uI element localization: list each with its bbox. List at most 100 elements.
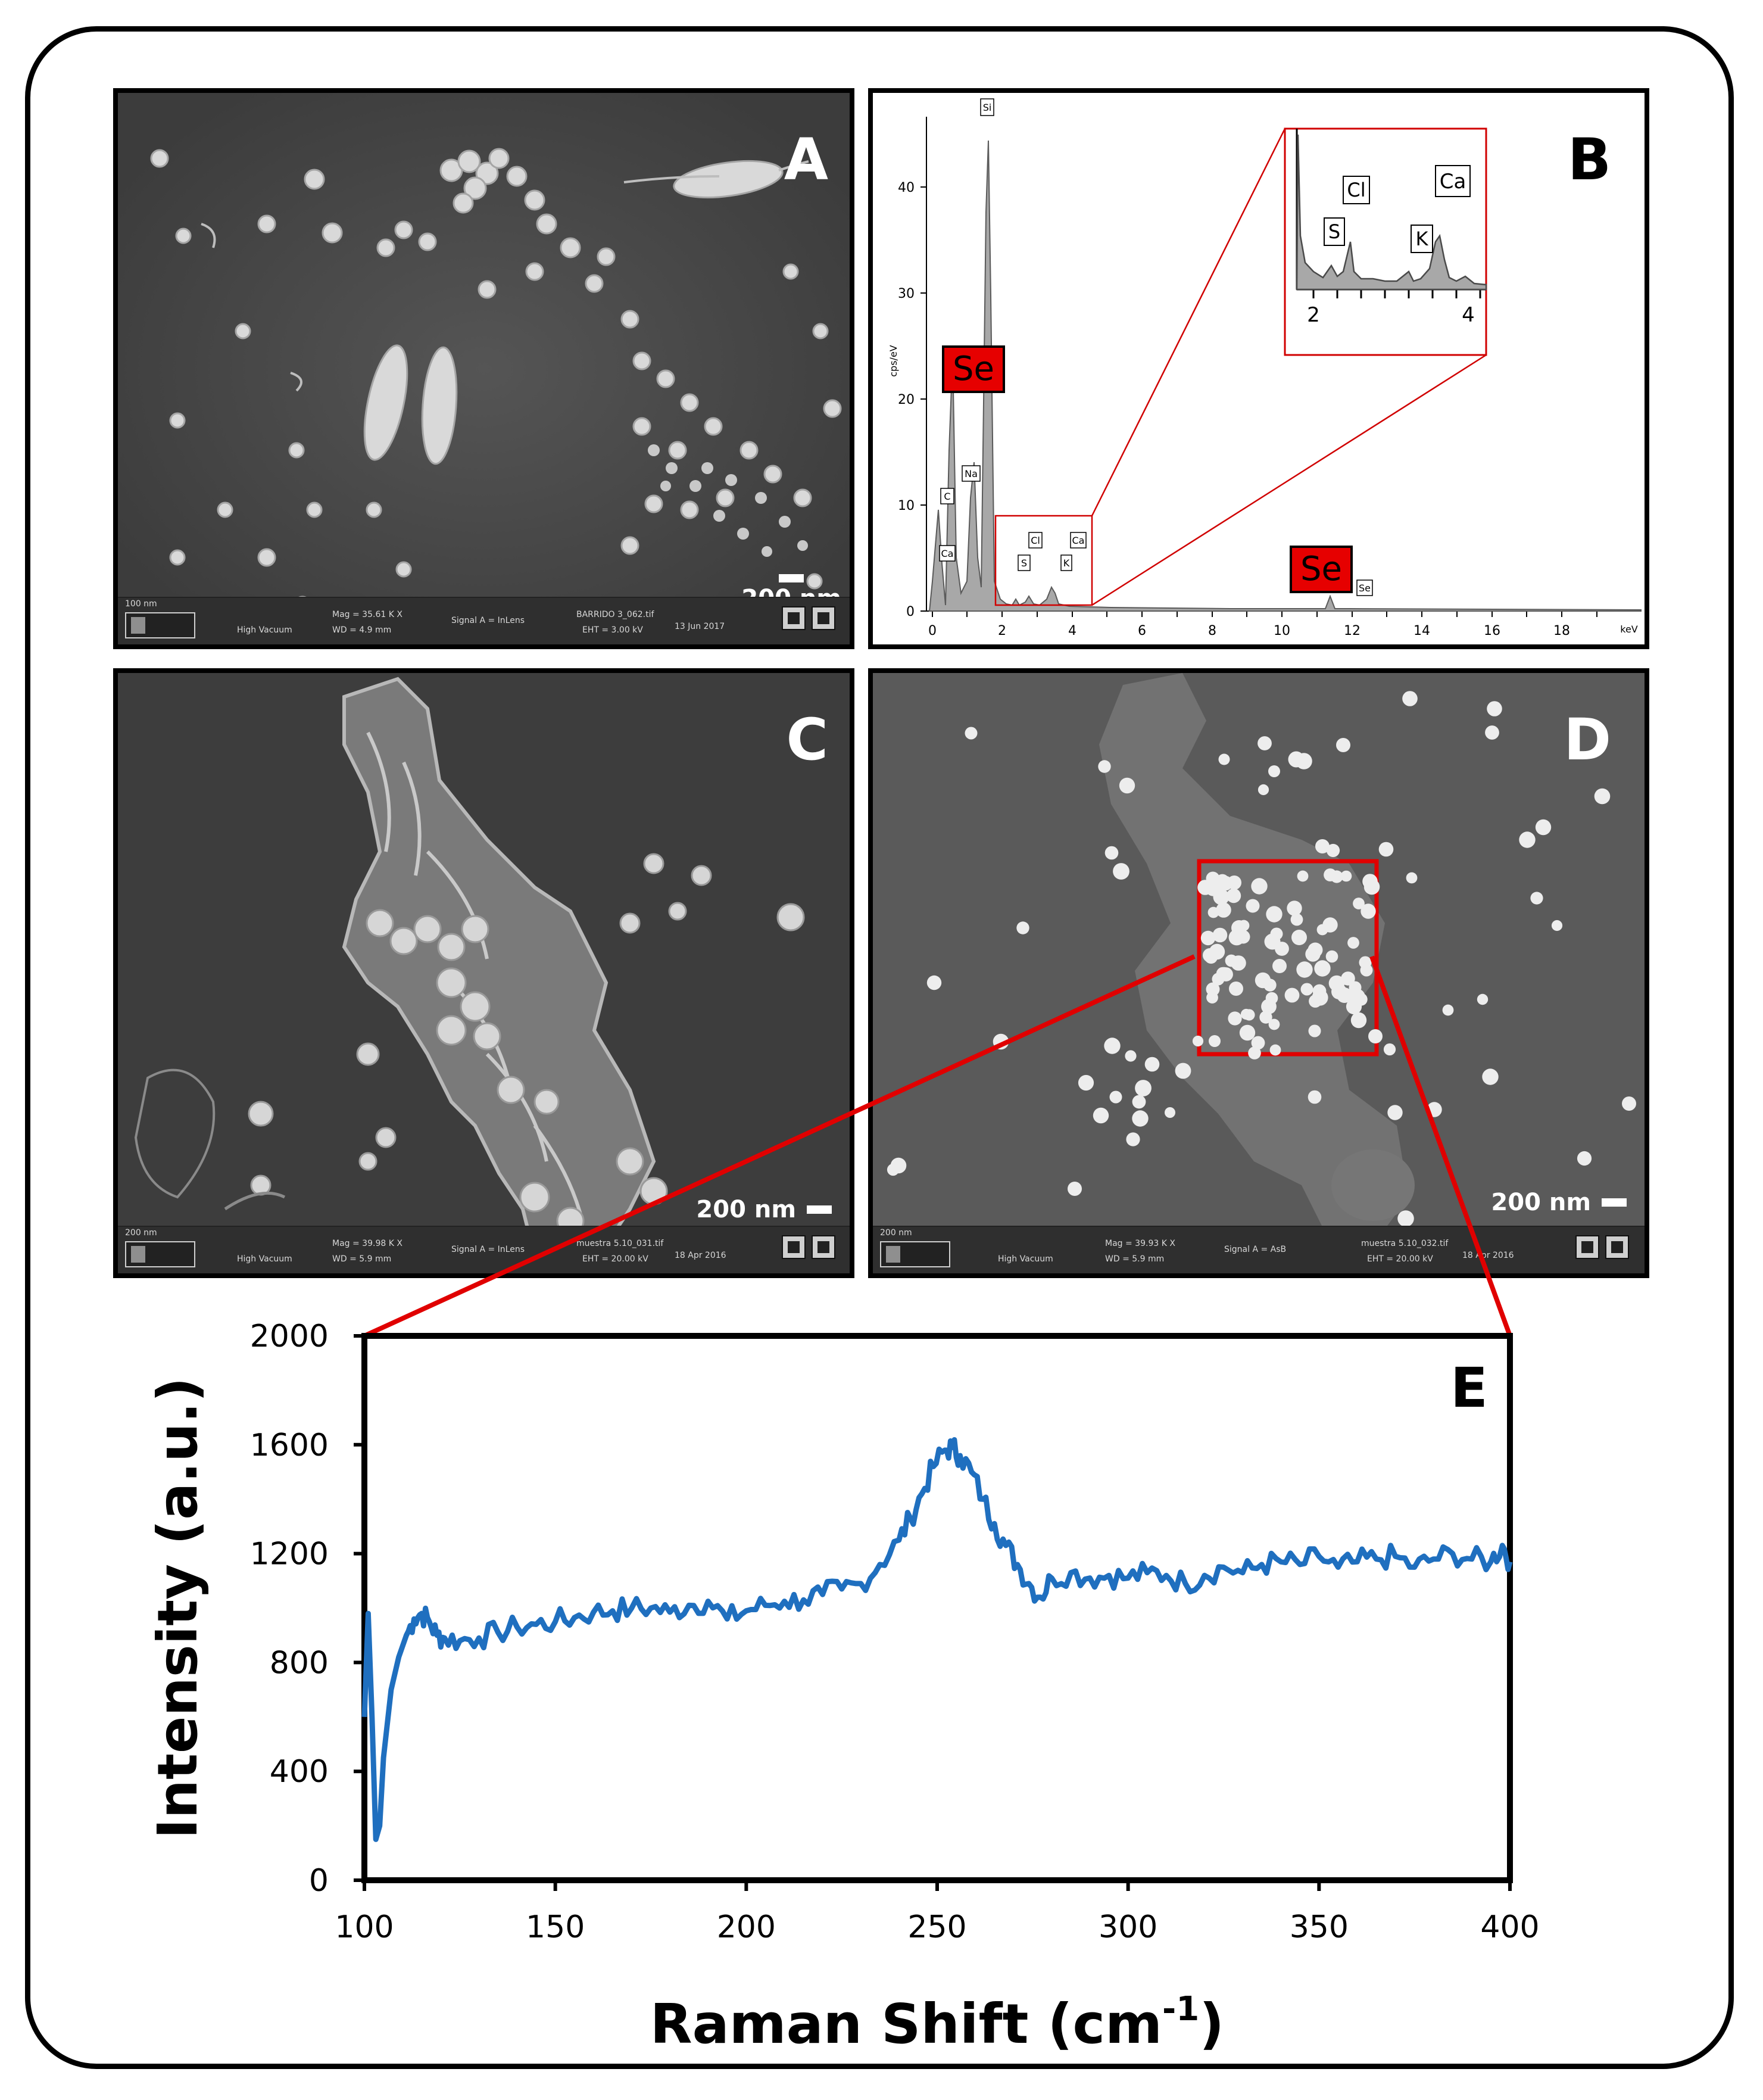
footer-signal: Signal A = InLens (451, 616, 525, 625)
eds-peak-k: K (1063, 557, 1070, 569)
nanoparticle (1326, 843, 1340, 858)
nanoparticle (1551, 920, 1563, 931)
nanoparticle (1265, 992, 1278, 1005)
eds-inset-spectrum (1296, 134, 1487, 291)
nanoparticle (1519, 831, 1536, 848)
eds-peak-na: Na (965, 468, 978, 479)
x-tick-label: 250 (907, 1909, 966, 1945)
institution-logo (125, 612, 195, 638)
x-axis-title-end: ) (1199, 1992, 1224, 2056)
nanoparticle (1268, 1018, 1280, 1030)
nanoparticle (1535, 819, 1552, 836)
eds-peak-ca-low: Ca (941, 548, 954, 559)
nanoparticle (1268, 765, 1280, 777)
nanoparticle (1228, 1011, 1242, 1026)
nanoparticle (1246, 899, 1260, 913)
nanoparticle (1263, 979, 1277, 992)
raman-plot-frame (361, 1333, 1513, 1883)
nanoparticle (1197, 880, 1213, 895)
y-tick-label: 1600 (250, 1428, 329, 1463)
footer-scale-small: 100 nm (125, 599, 157, 609)
x-axis-title-sup: -1 (1162, 1990, 1199, 2029)
footer-vacuum: High Vacuum (237, 625, 292, 635)
nanoparticle (1217, 967, 1231, 981)
panel-c-label: C (786, 706, 828, 773)
nanoparticle (1337, 987, 1352, 1003)
scalebar-line (779, 574, 804, 582)
nanoparticle (1104, 846, 1119, 860)
footer-icon-left (782, 606, 806, 630)
nanoparticle (1314, 960, 1331, 977)
nanoparticle (1530, 892, 1543, 905)
nanoparticle (1218, 753, 1230, 765)
nanoparticle (1231, 955, 1246, 971)
eds-zoom-region (994, 515, 1093, 606)
nanoparticle (1325, 950, 1338, 963)
eds-peak-se-high: Se (1359, 582, 1371, 594)
eds-ytick-10: 10 (898, 498, 915, 513)
nanoparticle (1284, 987, 1300, 1003)
nanoparticle (1297, 870, 1309, 882)
eds-ytick-30: 30 (898, 286, 915, 301)
nanoparticle (1308, 1090, 1322, 1104)
y-tick-label: 2000 (250, 1319, 329, 1354)
nanoparticle (1216, 902, 1231, 918)
eds-xtick-14: 14 (1413, 624, 1430, 638)
nanoparticle (1308, 1024, 1321, 1037)
nanoparticle (1296, 753, 1312, 769)
nanoparticle (1272, 959, 1287, 973)
y-tick-label: 400 (270, 1754, 329, 1790)
footer-icon-right (1605, 1235, 1629, 1259)
x-axis-title-main: Raman Shift (cm (650, 1992, 1162, 2056)
footer-file: BARRIDO 3_062.tif (576, 610, 654, 619)
inset-xtick-2: 2 (1307, 303, 1320, 327)
footer-icon-left (1575, 1235, 1599, 1259)
nanoparticle (1266, 906, 1283, 923)
nanoparticle (1264, 933, 1281, 950)
nanoparticle (1487, 701, 1502, 716)
footer-vacuum: High Vacuum (237, 1254, 292, 1264)
nanoparticle (1402, 691, 1418, 706)
nanoparticle (965, 727, 978, 740)
nanoparticle (1322, 917, 1338, 933)
nanoparticle (1238, 920, 1250, 931)
nanoparticle (1257, 736, 1272, 750)
nanoparticle (1204, 950, 1218, 964)
footer-date: 13 Jun 2017 (675, 622, 725, 631)
nanoparticle (1239, 1024, 1256, 1041)
panel-b-label: B (1567, 126, 1611, 193)
eds-xtick-18: 18 (1553, 624, 1570, 638)
x-tick-label: 150 (526, 1909, 585, 1945)
x-tick-label: 300 (1099, 1909, 1157, 1945)
panel-e-label: E (1450, 1356, 1488, 1420)
footer-wd: WD = 4.9 mm (332, 625, 392, 635)
x-tick-label: 200 (717, 1909, 776, 1945)
nanoparticle (1353, 898, 1365, 909)
eds-xtick-2: 2 (998, 624, 1006, 638)
institution-logo (125, 1241, 195, 1267)
inset-peak-s: S (1328, 220, 1340, 243)
nanoparticle (1622, 1096, 1636, 1111)
y-tick-label: 1200 (250, 1537, 329, 1572)
se-label-low-energy: Se (942, 345, 1005, 393)
nanoparticle (1200, 930, 1216, 946)
nanoparticle (1287, 901, 1302, 916)
nanoparticle (1340, 870, 1352, 882)
nanoparticle (1226, 888, 1241, 903)
footer-eht: EHT = 3.00 kV (582, 625, 643, 635)
inset-peak-k: K (1416, 228, 1429, 250)
nanoparticle (1209, 1035, 1221, 1047)
nanoparticle (1349, 981, 1362, 994)
eds-peak-c: C (944, 491, 950, 502)
eds-ytick-40: 40 (898, 180, 915, 195)
y-tick-label: 0 (309, 1863, 329, 1899)
eds-peak-s: S (1021, 557, 1027, 569)
nanoparticle (1206, 982, 1220, 996)
eds-ytick-0: 0 (906, 605, 915, 619)
footer-mag: Mag = 35.61 K X (332, 610, 402, 619)
eds-xtick-8: 8 (1208, 624, 1216, 638)
eds-peak-cl: Cl (1031, 535, 1040, 546)
nanoparticle (1212, 927, 1228, 943)
nanoparticle (1362, 874, 1378, 889)
